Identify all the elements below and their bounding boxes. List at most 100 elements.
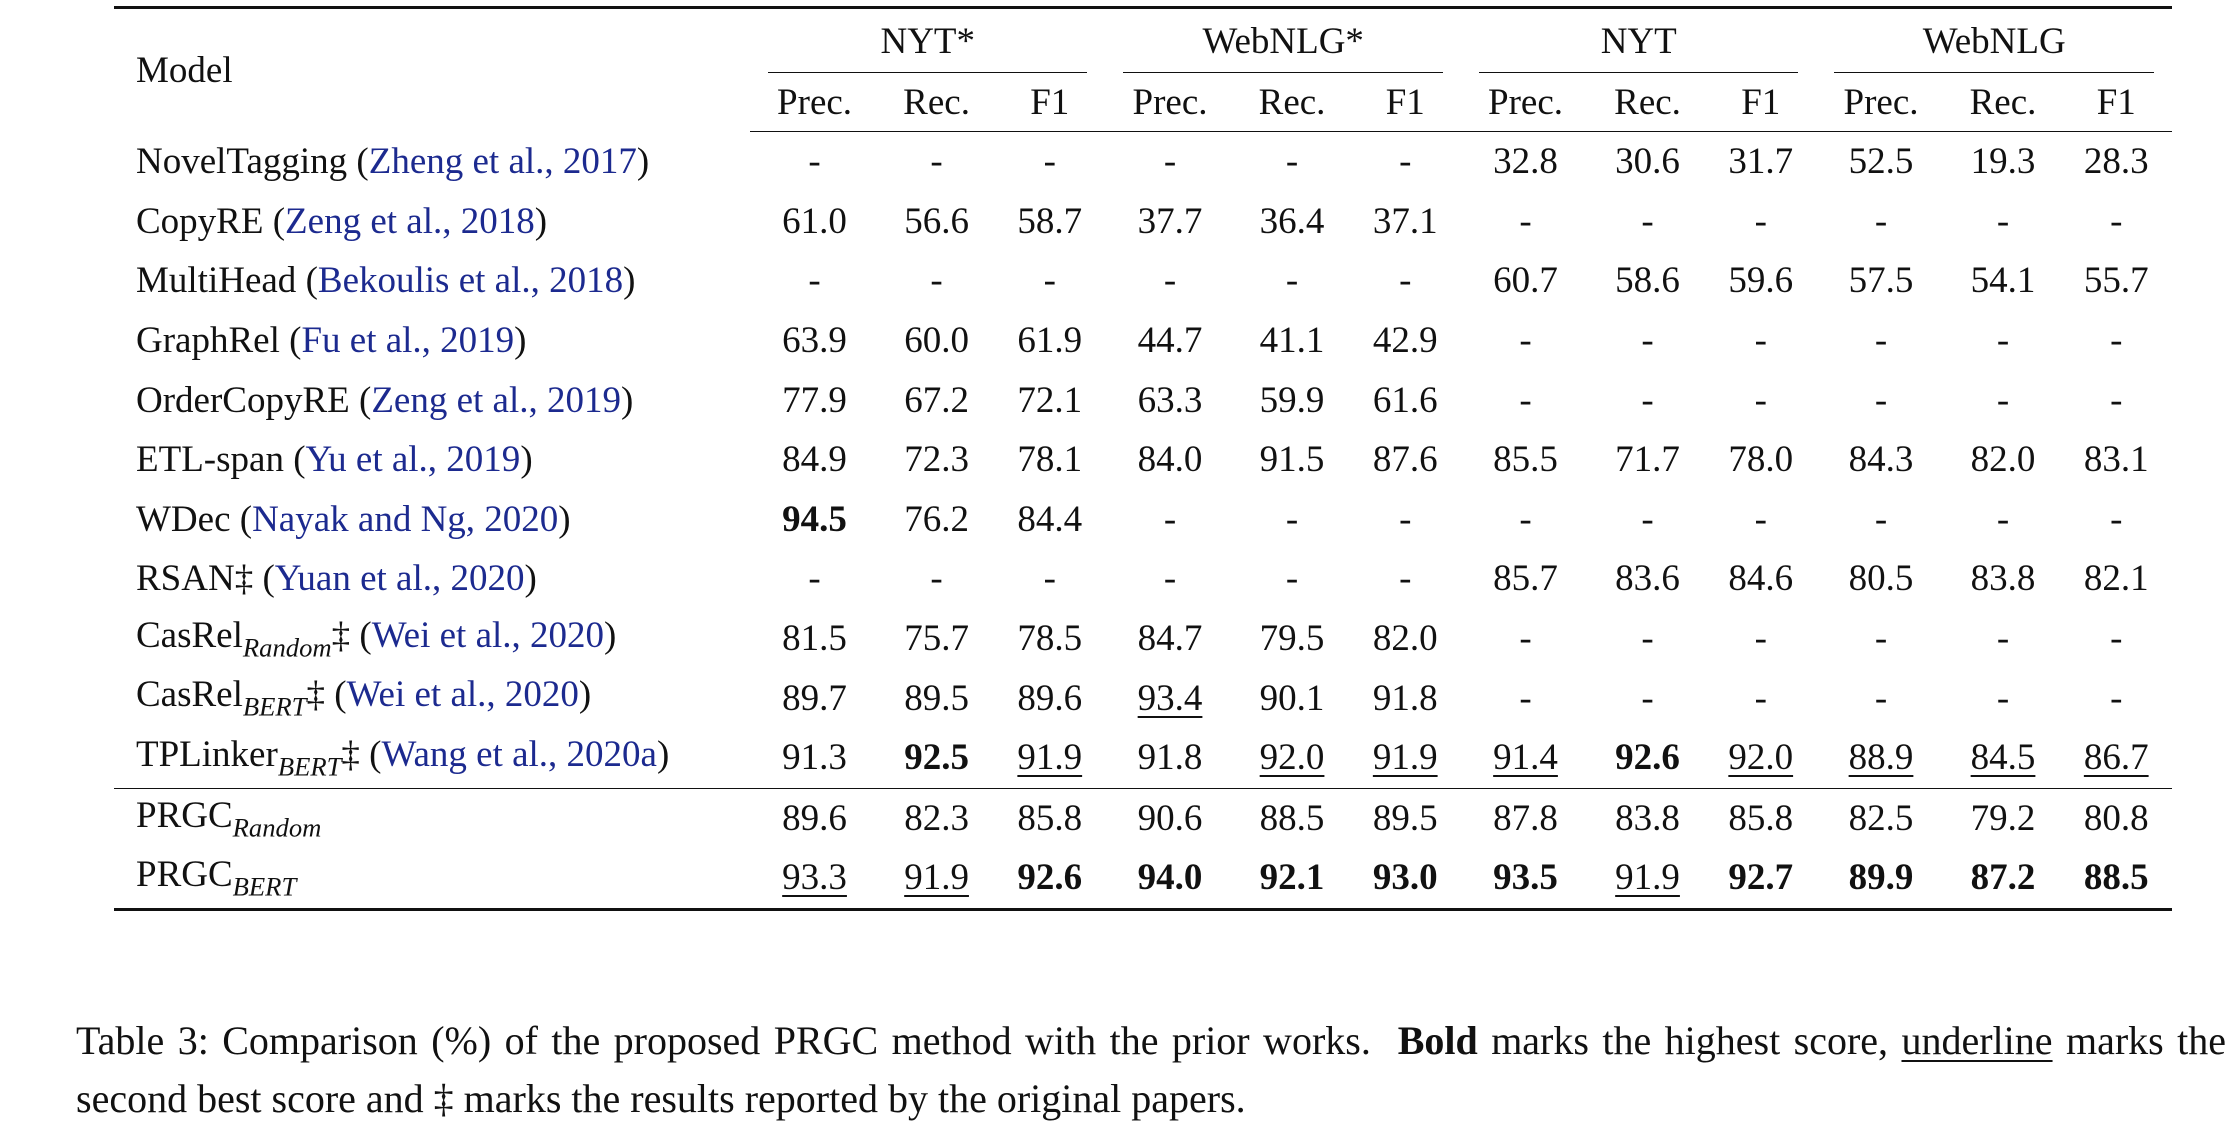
- score-cell: -: [1235, 549, 1350, 609]
- citation-link[interactable]: Wang et al., 2020a: [381, 734, 657, 776]
- score-cell: 85.8: [994, 787, 1106, 849]
- score-cell: -: [750, 251, 879, 311]
- score-cell: -: [1946, 370, 2061, 430]
- citation-link[interactable]: Zeng et al., 2018: [285, 200, 535, 242]
- model-name: PRGC: [136, 854, 233, 896]
- model-name-cell: PRGCBERT: [114, 848, 750, 911]
- score-cell: 76.2: [879, 490, 994, 550]
- score-value: 78.0: [1728, 439, 1794, 481]
- model-subscript: BERT: [242, 691, 307, 722]
- model-name: CasRel: [136, 674, 243, 716]
- score-cell: 78.1: [994, 430, 1105, 490]
- score-cell: -: [1946, 668, 2061, 728]
- citation-link[interactable]: Bekoulis et al., 2018: [317, 260, 624, 302]
- score-value: 54.1: [1970, 260, 2036, 302]
- score-value: -: [1285, 141, 1299, 183]
- score-value: 84.0: [1137, 439, 1203, 481]
- model-name-cell: CasRelBERT‡ (Wei et al., 2020): [136, 674, 592, 722]
- score-value: -: [1163, 141, 1177, 183]
- score-cell: 89.5: [879, 668, 994, 728]
- score-value: 89.5: [904, 677, 969, 719]
- score-cell: -: [879, 251, 994, 311]
- score-cell: 92.1: [1234, 848, 1350, 911]
- score-value: -: [1641, 379, 1654, 421]
- score-cell: 83.6: [1590, 549, 1705, 609]
- citation-link[interactable]: Wei et al., 2020: [371, 614, 605, 656]
- model-name: OrderCopyRE: [136, 379, 350, 421]
- score-value: -: [1874, 379, 1888, 421]
- double-dagger-mark: ‡: [306, 674, 326, 716]
- score-cell: 56.6: [879, 192, 994, 252]
- model-name: CopyRE: [136, 200, 264, 242]
- model-name: GraphRel: [136, 320, 280, 362]
- score-cell: 91.9: [1590, 848, 1705, 911]
- metric-header-f1: F1: [994, 73, 1106, 132]
- score-cell: -: [1705, 609, 1816, 669]
- score-cell: -: [750, 549, 879, 609]
- score-cell: 92.6: [1590, 728, 1705, 788]
- model-name-cell: NovelTagging (Zheng et al., 2017): [136, 141, 650, 183]
- score-value: 19.3: [1970, 141, 2036, 183]
- score-cell: 31.7: [1705, 132, 1816, 192]
- score-value: 85.8: [1017, 797, 1083, 839]
- score-value: 92.0: [1728, 737, 1794, 779]
- score-value: 91.8: [1372, 677, 1438, 719]
- score-value: -: [1285, 260, 1299, 302]
- table-caption: Table 3: Comparison (%) of the proposed …: [76, 1012, 2226, 1128]
- group-header-webnlg: WebNLG: [1816, 6, 2172, 73]
- metric-header-row: Prec. Rec. F1 Prec. Rec. F1 Prec. Rec. F…: [114, 73, 2172, 132]
- group-header-webnlg-star: WebNLG*: [1105, 6, 1461, 73]
- table-row: ETL-span (Yu et al., 2019) 84.9 72.3 78.1 84…: [114, 430, 2172, 490]
- score-value: 92.7: [1728, 857, 1794, 899]
- score-cell: 92.5: [879, 728, 994, 788]
- score-value: 77.9: [782, 379, 847, 421]
- score-value: -: [1754, 677, 1767, 719]
- score-cell: 91.3: [750, 728, 879, 788]
- table-row: CasRelRandom‡ (Wei et al., 2020) 81.5 75.7…: [114, 609, 2172, 669]
- citation-link[interactable]: Zheng et al., 2017: [368, 141, 637, 183]
- citation-link[interactable]: Nayak and Ng, 2020: [252, 498, 559, 540]
- score-cell: -: [2060, 609, 2172, 669]
- citation-link[interactable]: Fu et al., 2019: [301, 320, 515, 362]
- score-cell: -: [1590, 609, 1705, 669]
- score-cell: -: [2060, 668, 2172, 728]
- score-cell: -: [1590, 311, 1705, 371]
- table-row: RSAN‡ (Yuan et al., 2020) - - - - - - 85.7 83.6 8…: [114, 549, 2172, 609]
- double-dagger-mark: ‡: [331, 614, 351, 656]
- citation-link[interactable]: Wei et al., 2020: [346, 674, 579, 716]
- score-value: -: [1874, 677, 1888, 719]
- table-row: TPLinkerBERT‡ (Wang et al., 2020a) 91.3 92…: [114, 728, 2172, 788]
- score-cell: -: [1105, 132, 1234, 192]
- score-value: 85.8: [1728, 797, 1794, 839]
- model-subscript: Random: [242, 632, 332, 663]
- score-cell: 59.9: [1235, 370, 1350, 430]
- score-cell: 60.7: [1461, 251, 1590, 311]
- score-cell: 58.7: [994, 192, 1105, 252]
- score-value: 92.6: [1017, 857, 1083, 899]
- score-value: 91.9: [1372, 737, 1438, 779]
- score-cell: -: [1590, 192, 1705, 252]
- results-table: Model NYT* WebNLG* NYT WebNLG Prec. Rec.…: [114, 6, 2172, 911]
- citation-link[interactable]: Yuan et al., 2020: [274, 558, 525, 600]
- citation-link[interactable]: Zeng et al., 2019: [371, 379, 622, 421]
- score-cell: -: [1350, 490, 1461, 550]
- model-subscript: BERT: [277, 751, 342, 782]
- score-value: 88.5: [2083, 857, 2149, 899]
- score-cell: 83.8: [1946, 549, 2061, 609]
- citation-link[interactable]: Yu et al., 2019: [305, 439, 521, 481]
- score-value: -: [1874, 320, 1888, 362]
- score-cell: 37.1: [1350, 192, 1461, 252]
- score-value: 60.0: [904, 320, 969, 362]
- score-cell: 85.5: [1461, 430, 1590, 490]
- score-value: -: [1285, 558, 1299, 600]
- score-cell: -: [1705, 370, 1816, 430]
- score-cell: 84.0: [1105, 430, 1234, 490]
- score-cell: 84.9: [750, 430, 879, 490]
- score-cell: 89.6: [994, 668, 1105, 728]
- metric-header-f1: F1: [1705, 73, 1817, 132]
- score-cell: -: [994, 549, 1105, 609]
- score-cell: -: [879, 549, 994, 609]
- score-value: 88.9: [1848, 737, 1914, 779]
- score-cell: 84.6: [1705, 549, 1816, 609]
- model-column-header: Model: [114, 6, 750, 132]
